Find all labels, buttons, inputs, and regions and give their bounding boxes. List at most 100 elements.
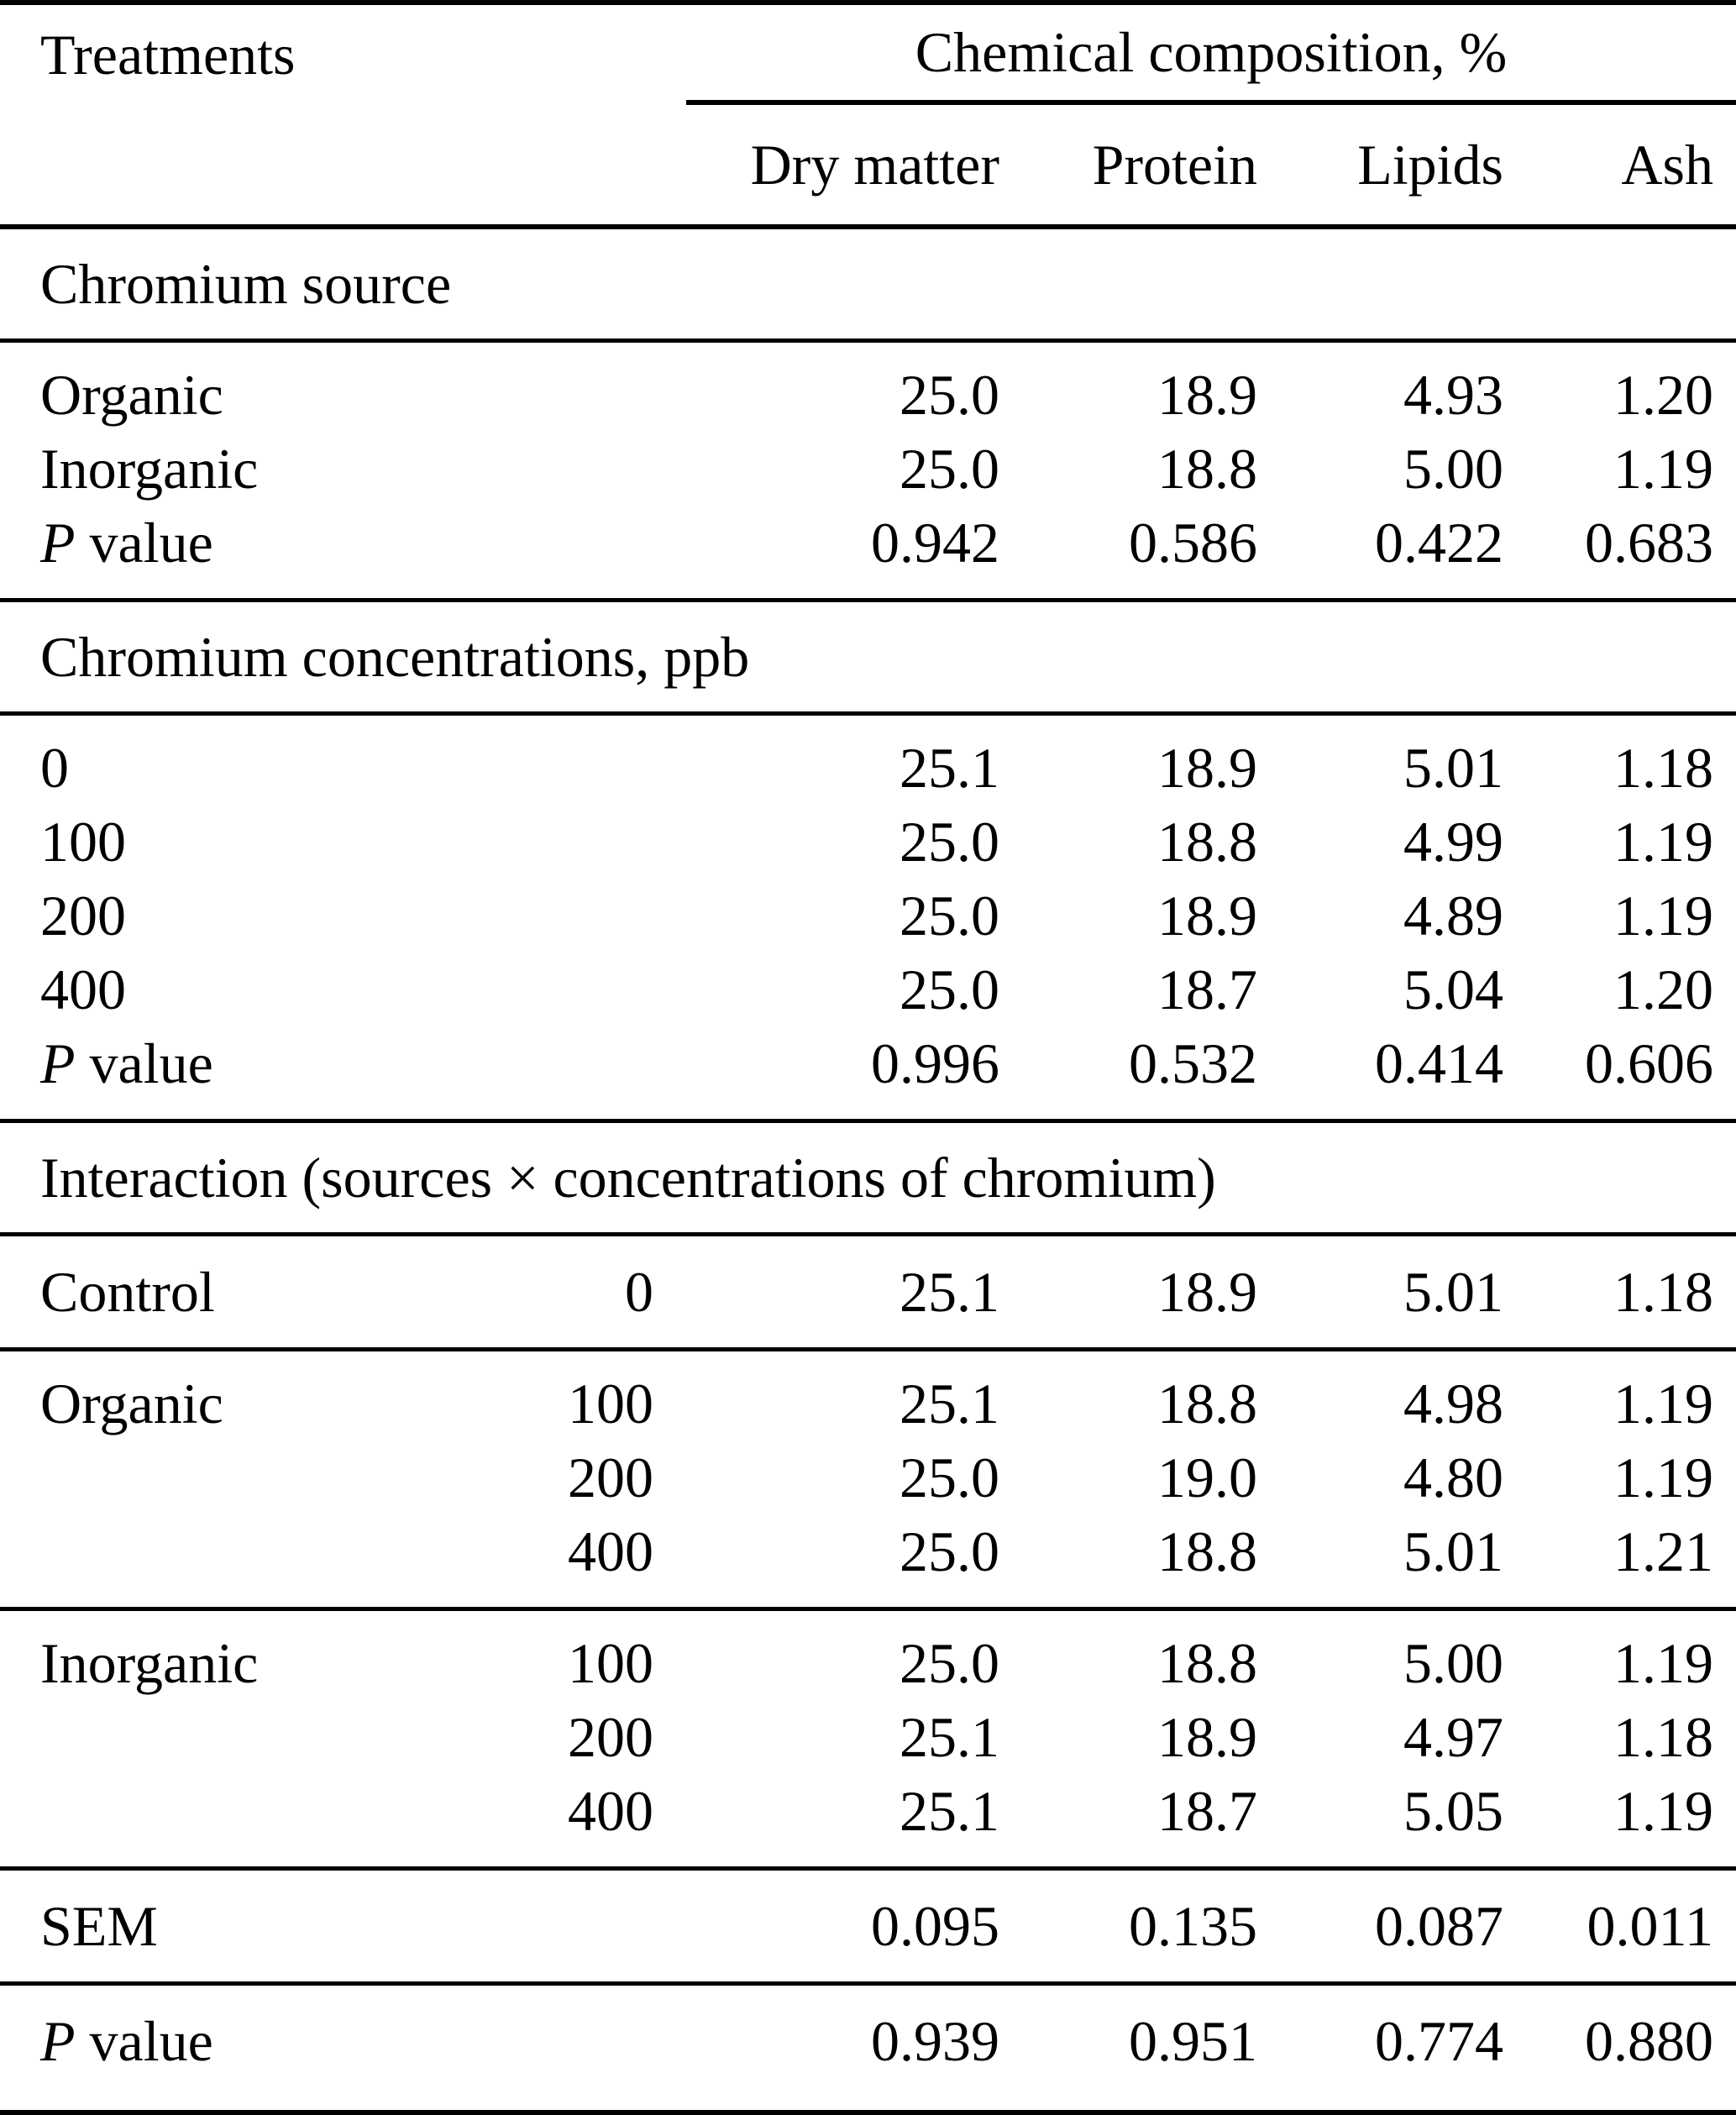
ash-value: 0.011 — [1587, 1893, 1713, 1958]
ash-value: 0.606 — [1585, 1031, 1713, 1095]
concentration-value: 400 — [568, 1519, 653, 1583]
lipids-value: 4.97 — [1403, 1704, 1503, 1769]
ash-value: 1.19 — [1613, 1778, 1713, 1843]
protein-value: 18.9 — [1157, 735, 1257, 800]
protein-value: 18.8 — [1157, 1371, 1257, 1435]
table-row: 400 25.0 18.7 5.04 1.20 — [0, 953, 1736, 1026]
row-label: Inorganic — [40, 1630, 259, 1695]
row-label: Inorganic — [40, 436, 259, 501]
table-row: SEM 0.095 0.135 0.087 0.011 — [0, 1889, 1736, 1963]
lipids-value: 5.05 — [1403, 1778, 1503, 1843]
treatments-column-header: Treatments — [40, 23, 296, 87]
protein-value: 18.8 — [1157, 1519, 1257, 1583]
protein-value: 18.8 — [1157, 1630, 1257, 1695]
rows-block: 0 25.1 18.9 5.01 1.18 100 25.0 18.8 4.99 1.19 200 2… — [0, 716, 1736, 1123]
table-row: Inorganic 100 25.0 18.8 5.00 1.19 — [0, 1626, 1736, 1700]
protein-value: 18.9 — [1157, 1704, 1257, 1769]
table-row: P value 0.996 0.532 0.414 0.606 — [0, 1026, 1736, 1100]
dry-matter-value: 25.0 — [899, 957, 999, 1021]
dry-matter-value: 25.0 — [899, 809, 999, 874]
concentration-value: 100 — [568, 1371, 653, 1435]
table-row: Organic 100 25.1 18.8 4.98 1.19 — [0, 1367, 1736, 1441]
lipids-value: 0.414 — [1375, 1031, 1503, 1095]
rows-block: SEM 0.095 0.135 0.087 0.011 — [0, 1871, 1736, 1986]
dry-matter-value: 25.1 — [899, 1704, 999, 1769]
ash-value: 1.19 — [1613, 809, 1713, 874]
dry-matter-value: 25.0 — [899, 436, 999, 501]
dry-matter-value: 25.0 — [899, 1519, 999, 1583]
table-row: 100 25.0 18.8 4.99 1.19 — [0, 805, 1736, 879]
table-row: Inorganic 25.0 18.8 5.00 1.19 — [0, 432, 1736, 506]
protein-value: 18.9 — [1157, 1259, 1257, 1324]
table-row: 200 25.1 18.9 4.97 1.18 — [0, 1700, 1736, 1774]
ash-value: 0.683 — [1585, 510, 1713, 575]
protein-value: 0.586 — [1129, 510, 1257, 575]
dry-matter-value: 25.1 — [899, 1371, 999, 1435]
protein-value: 0.135 — [1129, 1893, 1257, 1958]
row-label: 400 — [40, 957, 126, 1021]
lipids-value: 4.98 — [1403, 1371, 1503, 1435]
dry-matter-value: 25.0 — [899, 883, 999, 947]
lipids-value: 5.04 — [1403, 957, 1503, 1021]
column-header-lipids: Lipids — [1357, 132, 1503, 197]
table-row: 0 25.1 18.9 5.01 1.18 — [0, 731, 1736, 805]
concentration-value: 0 — [625, 1259, 653, 1324]
concentration-value: 100 — [568, 1630, 653, 1695]
table-header: Treatments Chemical composition, % Dry m… — [0, 5, 1736, 229]
row-label: Organic — [40, 1371, 223, 1435]
ash-value: 1.19 — [1613, 1445, 1713, 1509]
lipids-value: 4.99 — [1403, 809, 1503, 874]
italic-label-part: P — [40, 1031, 76, 1095]
lipids-value: 5.01 — [1403, 735, 1503, 800]
column-header-ash: Ash — [1621, 132, 1713, 197]
table-row: Organic 25.0 18.9 4.93 1.20 — [0, 358, 1736, 432]
ash-value: 1.18 — [1613, 1259, 1713, 1324]
lipids-value: 4.93 — [1403, 362, 1503, 427]
row-label: P value — [40, 2008, 213, 2073]
dry-matter-value: 0.996 — [871, 1031, 999, 1095]
column-header-protein: Protein — [1092, 132, 1257, 197]
ash-value: 1.20 — [1613, 362, 1713, 427]
table-row: 200 25.0 19.0 4.80 1.19 — [0, 1441, 1736, 1514]
table-row: 400 25.1 18.7 5.05 1.19 — [0, 1774, 1736, 1848]
lipids-value: 5.01 — [1403, 1259, 1503, 1324]
rows-block: Organic 25.0 18.9 4.93 1.20 Inorganic 25.0 18.8… — [0, 343, 1736, 602]
ash-value: 1.18 — [1613, 1704, 1713, 1769]
row-label: Organic — [40, 362, 223, 427]
lipids-value: 4.80 — [1403, 1445, 1503, 1509]
protein-value: 19.0 — [1157, 1445, 1257, 1509]
rows-block: Organic 100 25.1 18.8 4.98 1.19 200 25.0 19.0 4.8… — [0, 1351, 1736, 1611]
dry-matter-value: 0.942 — [871, 510, 999, 575]
group-column-header-label: Chemical composition, % — [915, 20, 1508, 84]
concentration-value: 400 — [568, 1778, 653, 1843]
dry-matter-value: 25.1 — [899, 1259, 999, 1324]
row-label: 200 — [40, 883, 126, 947]
ash-value: 1.19 — [1613, 883, 1713, 947]
ash-value: 1.20 — [1613, 957, 1713, 1021]
table-row: 400 25.0 18.8 5.01 1.21 — [0, 1514, 1736, 1588]
dry-matter-value: 25.1 — [899, 735, 999, 800]
table-header-row-2: Dry matter Protein Lipids Ash — [0, 105, 1736, 224]
section-title-interaction-sources-concentrations-of-ch: Interaction (sources × concentrations of… — [0, 1123, 1736, 1236]
dry-matter-value: 0.939 — [871, 2008, 999, 2073]
protein-value: 18.9 — [1157, 362, 1257, 427]
column-header-dry-matter: Dry matter — [750, 132, 999, 197]
ash-value: 1.18 — [1613, 735, 1713, 800]
lipids-value: 0.087 — [1375, 1893, 1503, 1958]
table-body: Chromium source Organic 25.0 18.9 4.93 1.20 In… — [0, 229, 1736, 2097]
table-row: P value 0.942 0.586 0.422 0.683 — [0, 506, 1736, 580]
ash-value: 1.19 — [1613, 1630, 1713, 1695]
row-label: 100 — [40, 809, 126, 874]
table-row: 200 25.0 18.9 4.89 1.19 — [0, 879, 1736, 953]
concentration-value: 200 — [568, 1445, 653, 1509]
ash-value: 1.19 — [1613, 1371, 1713, 1435]
lipids-value: 5.00 — [1403, 1630, 1503, 1695]
protein-value: 0.532 — [1129, 1031, 1257, 1095]
lipids-value: 0.422 — [1375, 510, 1503, 575]
rows-block: Control 0 25.1 18.9 5.01 1.18 — [0, 1236, 1736, 1351]
row-label: 0 — [40, 735, 69, 800]
group-column-header: Chemical composition, % — [686, 5, 1736, 105]
protein-value: 0.951 — [1129, 2008, 1257, 2073]
row-label: P value — [40, 1031, 213, 1095]
